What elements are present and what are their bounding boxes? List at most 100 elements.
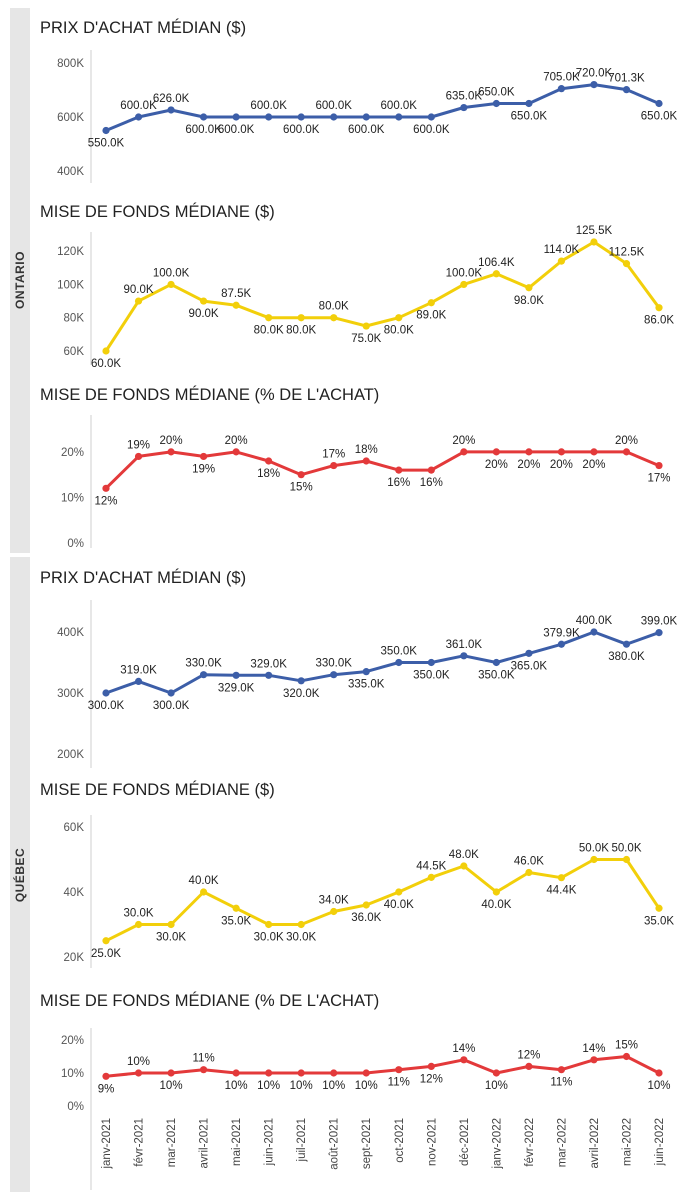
series-line [104,450,661,490]
data-label: 20% [582,459,605,471]
data-label: 350.0K [413,670,450,682]
y-tick-label: 300K [57,688,84,700]
data-point [557,874,566,882]
data-point [655,629,663,637]
data-label: 34.0K [319,895,349,907]
data-label: 11% [193,1053,215,1065]
x-tick-label: juin-2022 [654,1118,666,1166]
data-label: 50.0K [611,843,641,855]
data-label: 75.0K [351,333,381,345]
data-point [134,113,143,121]
data-label: 330.0K [185,658,222,670]
y-tick-label: 0% [67,1101,84,1113]
section-band-quebec [10,557,30,1192]
data-point [167,689,175,697]
data-label: 10% [355,1080,378,1092]
data-label: 114.0K [544,244,580,256]
data-point [199,113,208,121]
data-point [395,113,403,121]
data-label: 14% [582,1043,605,1055]
data-point [167,106,175,114]
data-point [460,448,468,456]
data-label: 635.0K [446,91,483,103]
data-label: 15% [615,1040,638,1052]
data-point [362,457,370,465]
data-label: 600.0K [185,124,222,136]
x-tick-label: févr-2021 [134,1118,146,1167]
data-point [134,677,143,686]
chart-title: PRIX D'ACHAT MÉDIAN ($) [40,18,246,37]
data-label: 36.0K [351,912,381,924]
data-point [525,448,533,456]
data-point [102,689,110,697]
x-tick-label: sept-2021 [361,1118,373,1169]
data-point [492,99,500,108]
data-label: 106.4K [478,257,515,269]
data-point [102,937,110,945]
data-point [427,466,435,474]
data-label: 350.0K [381,646,418,658]
data-point [167,920,175,929]
data-label: 400.0K [576,615,613,627]
data-label: 379.9K [543,627,580,639]
data-point [199,888,208,896]
data-label: 89.0K [416,310,446,322]
data-label: 10% [647,1080,670,1092]
x-tick-label: juin-2021 [264,1118,276,1166]
data-point [232,448,240,456]
data-point [655,461,663,470]
data-label: 701.3K [608,73,645,85]
data-label: 300.0K [88,700,125,712]
data-label: 80.0K [319,301,349,313]
data-point [134,297,143,305]
data-point [525,649,533,657]
data-label: 600.0K [283,124,320,136]
data-label: 30.0K [123,908,153,920]
data-point [362,113,370,121]
data-point [557,85,566,93]
data-point [557,448,566,456]
data-label: 600.0K [120,100,157,112]
data-point [557,640,566,648]
data-label: 320.0K [283,688,320,700]
data-point [199,297,208,305]
data-label: 329.0K [218,682,255,694]
data-label: 80.0K [254,325,284,337]
data-label: 600.0K [381,100,418,112]
y-tick-label: 60K [64,822,85,834]
x-tick-label: avril-2022 [589,1118,601,1169]
y-tick-label: 400K [57,166,84,178]
data-point [492,1069,500,1077]
section-label-ontario: ONTARIO [13,251,27,309]
data-label: 11% [550,1077,572,1089]
y-tick-label: 600K [57,112,84,124]
data-point [655,1069,663,1077]
x-axis: janv-2021 févr-2021 mar-2021 avril-2021 mai-… [90,1115,666,1190]
data-label: 626.0K [153,93,190,105]
data-point [232,113,240,121]
data-label: 705.0K [543,72,580,84]
y-tick-label: 20% [61,447,84,459]
data-point [265,457,273,465]
x-tick-label: août-2021 [329,1118,341,1170]
data-label: 15% [290,482,313,494]
data-point [102,1072,110,1080]
data-point [265,314,273,322]
data-point [460,652,468,660]
data-point [167,448,175,456]
y-tick-label: 80K [64,313,85,325]
data-point [362,322,370,330]
data-point [395,1066,403,1074]
data-point [265,113,273,121]
data-label: 600.0K [315,100,352,112]
data-point [622,1052,631,1061]
data-label: 25.0K [91,948,121,960]
data-point [134,452,143,461]
data-point [330,1069,338,1077]
x-tick-label: déc-2021 [459,1118,471,1166]
series-line [104,83,661,132]
data-point [525,99,533,108]
y-tick-label: 10% [61,1068,84,1080]
data-point [427,658,435,667]
